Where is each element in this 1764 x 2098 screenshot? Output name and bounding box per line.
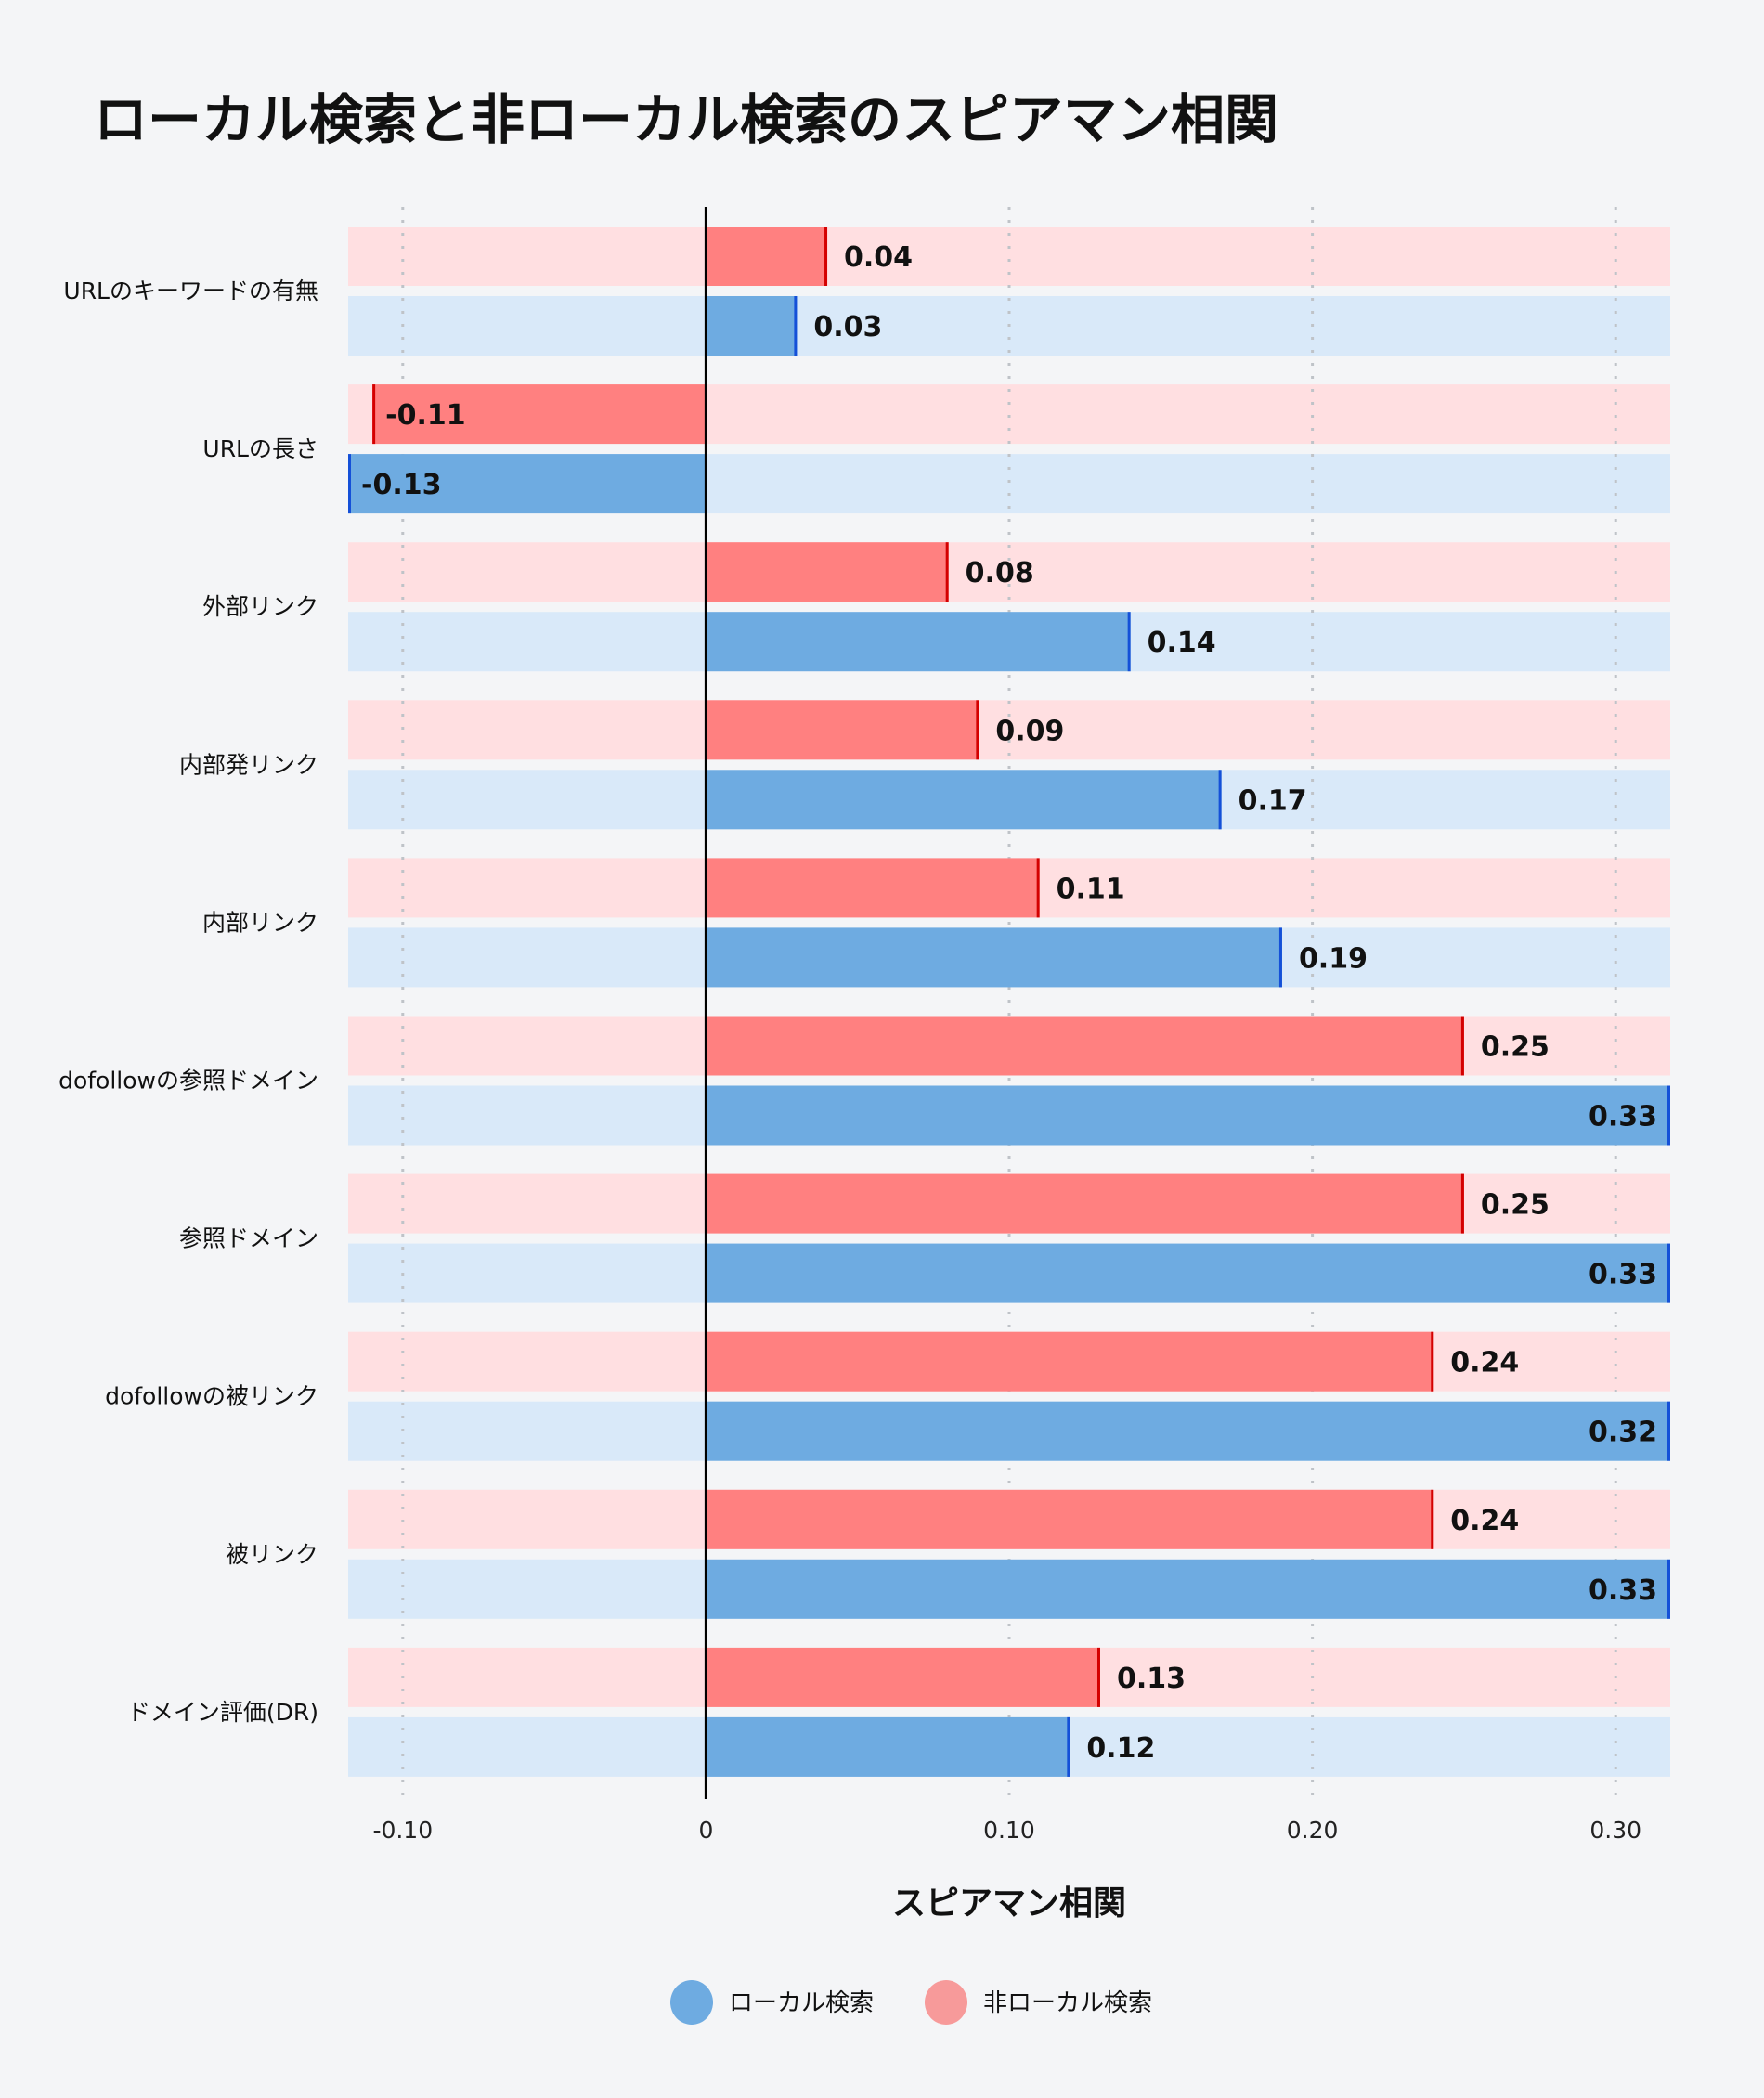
bar bbox=[348, 454, 707, 514]
data-label: 0.14 bbox=[1148, 627, 1216, 659]
data-label: 0.32 bbox=[1589, 1417, 1657, 1449]
category-label: 内部発リンク bbox=[179, 751, 318, 778]
data-label: 0.33 bbox=[1589, 1574, 1657, 1607]
data-label: 0.17 bbox=[1239, 784, 1307, 817]
data-label: 0.09 bbox=[995, 715, 1064, 747]
data-label: 0.24 bbox=[1450, 1505, 1519, 1537]
bar-end-marker bbox=[824, 227, 828, 286]
x-axis-title: スピアマン相関 bbox=[892, 1884, 1126, 1923]
bar-end-marker bbox=[348, 454, 351, 514]
bar-end-marker bbox=[1036, 858, 1040, 918]
category-label: 外部リンク bbox=[202, 593, 318, 620]
x-tick-label: 0.10 bbox=[983, 1817, 1035, 1844]
chart-title: ローカル検索と非ローカル検索のスピアマン相関 bbox=[94, 88, 1279, 151]
data-label: 0.25 bbox=[1481, 1189, 1550, 1222]
data-label: -0.13 bbox=[361, 469, 441, 501]
data-label: 0.12 bbox=[1086, 1732, 1155, 1765]
data-label: -0.11 bbox=[385, 399, 465, 432]
x-tick-label: -0.10 bbox=[372, 1817, 433, 1844]
bar bbox=[706, 1173, 1464, 1234]
bar bbox=[706, 1401, 1670, 1461]
bar bbox=[706, 700, 979, 760]
data-label: 0.03 bbox=[813, 311, 882, 343]
bar bbox=[706, 1243, 1670, 1303]
bar bbox=[706, 1559, 1670, 1619]
x-tick-label: 0 bbox=[698, 1817, 713, 1844]
bar bbox=[706, 1331, 1434, 1392]
bar bbox=[706, 770, 1222, 830]
bar-end-marker bbox=[794, 296, 798, 356]
category-label: 参照ドメイン bbox=[179, 1225, 318, 1252]
bar-end-marker bbox=[1431, 1331, 1434, 1392]
data-label: 0.13 bbox=[1117, 1663, 1186, 1695]
data-label: 0.33 bbox=[1589, 1101, 1657, 1133]
bar-end-marker bbox=[1667, 1243, 1670, 1303]
data-label: 0.33 bbox=[1589, 1259, 1657, 1291]
bar-end-marker bbox=[1278, 927, 1282, 988]
bar-end-marker bbox=[372, 384, 376, 445]
category-label: 内部リンク bbox=[202, 909, 318, 936]
data-label: 0.04 bbox=[844, 241, 913, 274]
data-label: 0.08 bbox=[966, 557, 1034, 589]
category-label: 被リンク bbox=[226, 1541, 318, 1568]
bar bbox=[706, 612, 1131, 672]
bar-track bbox=[348, 227, 1670, 286]
bar bbox=[372, 384, 707, 445]
legend-label: ローカル検索 bbox=[729, 1989, 874, 2017]
bar-end-marker bbox=[1218, 770, 1222, 830]
bar bbox=[706, 1716, 1070, 1777]
bar-end-marker bbox=[1667, 1559, 1670, 1619]
bar-track bbox=[348, 700, 1670, 760]
bar-end-marker bbox=[1127, 612, 1131, 672]
category-label: dofollowの参照ドメイン bbox=[58, 1068, 318, 1094]
bar-end-marker bbox=[1096, 1647, 1100, 1707]
bar-end-marker bbox=[1067, 1716, 1070, 1777]
legend-label: 非ローカル検索 bbox=[983, 1989, 1152, 2017]
bar bbox=[706, 927, 1282, 988]
bar bbox=[706, 1647, 1100, 1707]
bar bbox=[706, 296, 798, 356]
bar-end-marker bbox=[1667, 1401, 1670, 1461]
bar bbox=[706, 858, 1040, 918]
bar bbox=[706, 1489, 1434, 1549]
legend-swatch bbox=[925, 1980, 967, 2025]
category-label: URLのキーワードの有無 bbox=[63, 278, 318, 304]
bar bbox=[706, 1016, 1464, 1076]
data-label: 0.19 bbox=[1299, 942, 1368, 975]
category-label: dofollowの被リンク bbox=[105, 1383, 318, 1410]
data-label: 0.24 bbox=[1450, 1347, 1519, 1379]
bar-end-marker bbox=[976, 700, 979, 760]
data-label: 0.11 bbox=[1057, 873, 1125, 905]
bar-end-marker bbox=[1460, 1173, 1464, 1234]
x-tick-label: 0.30 bbox=[1589, 1817, 1641, 1844]
bar-end-marker bbox=[1460, 1016, 1464, 1076]
bar bbox=[706, 1085, 1670, 1146]
bar bbox=[706, 542, 949, 602]
x-tick-label: 0.20 bbox=[1287, 1817, 1339, 1844]
data-label: 0.25 bbox=[1481, 1031, 1550, 1064]
legend-swatch bbox=[670, 1980, 713, 2025]
category-label: URLの長さ bbox=[202, 435, 318, 462]
bar-end-marker bbox=[945, 542, 949, 602]
bar-end-marker bbox=[1431, 1489, 1434, 1549]
bar bbox=[706, 227, 828, 286]
category-label: ドメイン評価(DR) bbox=[127, 1699, 318, 1726]
bar-end-marker bbox=[1667, 1085, 1670, 1146]
